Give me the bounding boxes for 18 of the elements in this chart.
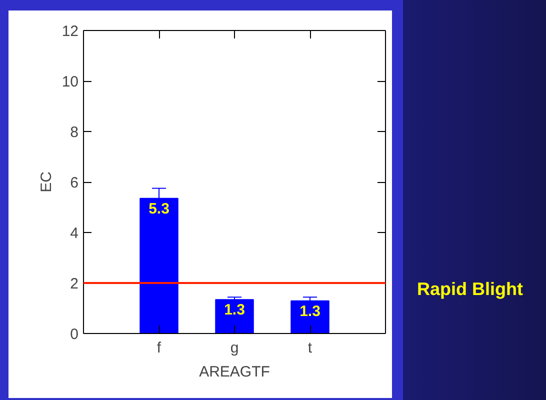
- y-tick-label: 0: [70, 326, 78, 343]
- x-axis-title: AREAGTF: [199, 364, 270, 380]
- y-tick-label: 4: [70, 225, 78, 242]
- x-tick-label: g: [230, 340, 239, 356]
- y-tick-label: 10: [62, 74, 79, 90]
- y-axis-title: EC: [38, 171, 55, 192]
- data-label: 1.3: [300, 302, 320, 320]
- bar: [290, 300, 330, 334]
- y-tick-label: 6: [70, 174, 78, 192]
- bar: [215, 299, 254, 334]
- y-tick-label: 2: [70, 276, 78, 292]
- y-tick-label: 12: [62, 23, 79, 40]
- ref-line-label: Rapid Blight: [417, 278, 523, 302]
- y-tick-label: 8: [70, 124, 78, 141]
- x-tick-label: t: [308, 340, 313, 356]
- data-label: 1.3: [224, 302, 245, 319]
- data-label: 5.3: [148, 200, 170, 218]
- x-tick-label: f: [156, 340, 162, 356]
